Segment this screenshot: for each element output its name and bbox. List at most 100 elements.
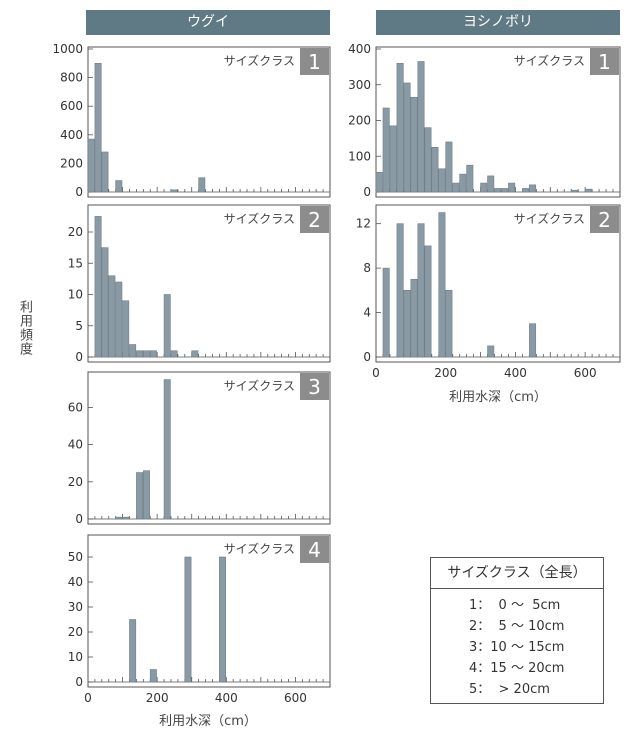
y-tick-label: 0 — [75, 185, 83, 199]
histogram-bar — [487, 175, 495, 193]
y-tick-label: 800 — [60, 71, 83, 85]
histogram-bar — [466, 164, 474, 193]
header-yoshinobori: ヨシノボリ — [376, 10, 620, 35]
size-class-label: サイズクラス — [514, 211, 585, 226]
histogram-bar — [438, 168, 446, 193]
histogram-bar — [122, 300, 130, 358]
panel-frame — [87, 534, 331, 688]
histogram-bar — [170, 189, 178, 193]
histogram-bar — [94, 216, 102, 358]
size-class-number: 3 — [308, 375, 321, 399]
size-class-badge — [300, 206, 329, 233]
histogram-bar — [122, 516, 130, 520]
y-tick-label: 10 — [68, 650, 83, 664]
y-tick-label: 200 — [348, 114, 371, 128]
size-class-label: サイズクラス — [224, 541, 295, 556]
legend-item: 5： > 20cm — [469, 682, 550, 697]
histogram-bar — [219, 556, 226, 683]
histogram-bar — [417, 61, 425, 193]
histogram-bar — [480, 182, 488, 193]
histogram-bar — [508, 182, 516, 193]
histogram-bar — [129, 619, 137, 683]
size-class-label: サイズクラス — [224, 378, 295, 393]
size-class-badge — [300, 48, 329, 75]
size-class-number: 2 — [308, 208, 321, 232]
y-tick-label: 8 — [363, 261, 371, 275]
histogram-bar — [382, 267, 390, 358]
header-ugui: ウグイ — [86, 10, 330, 35]
x-tick-label: 200 — [434, 366, 457, 380]
histogram-bar — [149, 669, 157, 683]
legend-item: 4：15 ～ 20cm — [469, 661, 565, 676]
y-tick-label: 20 — [68, 475, 83, 489]
histogram-bar — [101, 151, 109, 193]
y-tick-label: 4 — [363, 306, 371, 320]
y-tick-label: 0 — [75, 675, 83, 689]
histogram-bar — [136, 472, 144, 520]
y-tick-label: 0 — [363, 350, 371, 364]
histogram-bar — [445, 141, 453, 193]
y-tick-label: 200 — [60, 156, 83, 170]
histogram-bar — [115, 516, 123, 520]
histogram-bar — [438, 212, 446, 358]
histogram-bar — [529, 323, 537, 358]
histogram-bar — [431, 147, 439, 193]
histogram-bar — [389, 125, 397, 193]
histogram-bar — [424, 245, 432, 358]
y-tick-label: 15 — [68, 256, 83, 270]
histogram-bar — [101, 247, 109, 358]
y-tick-label: 0 — [75, 512, 83, 526]
histogram-bar — [487, 345, 495, 358]
y-tick-label: 10 — [68, 288, 83, 302]
y-tick-label: 40 — [68, 438, 83, 452]
size-class-label: サイズクラス — [224, 211, 295, 226]
legend-item: 3：10 ～ 15cm — [469, 640, 565, 655]
histogram-bar — [501, 188, 509, 193]
histogram-bar — [584, 188, 592, 193]
histogram-bar — [529, 184, 537, 193]
size-class-number: 1 — [598, 50, 611, 74]
x-tick-label: 0 — [372, 366, 380, 380]
histogram-bar — [108, 275, 116, 358]
x-tick-label: 400 — [504, 366, 527, 380]
histogram-bar — [570, 189, 578, 193]
y-tick-label: 30 — [68, 600, 83, 614]
histogram-bar — [410, 96, 418, 193]
y-tick-label: 20 — [68, 625, 83, 639]
x-tick-label: 0 — [84, 691, 92, 705]
histogram-bar — [424, 127, 432, 193]
size-class-number: 1 — [308, 50, 321, 74]
histogram-bar — [191, 350, 199, 358]
histogram-bar — [184, 556, 192, 683]
histogram-bar — [163, 379, 171, 520]
size-class-number: 2 — [598, 208, 611, 232]
y-tick-label: 50 — [68, 550, 83, 564]
size-class-number: 4 — [308, 538, 321, 562]
histogram-bar — [94, 62, 102, 193]
y-axis-label: 利用頻度 — [17, 300, 32, 356]
histogram-bar — [198, 177, 206, 193]
histogram-bar — [452, 182, 460, 193]
histogram-bar — [375, 172, 383, 193]
size-class-badge — [300, 373, 329, 400]
histogram-bar — [494, 188, 502, 193]
legend-item: 2： 5 ～ 10cm — [469, 619, 565, 634]
y-tick-label: 40 — [68, 575, 83, 589]
histogram-bar — [417, 223, 425, 358]
y-tick-label: 0 — [75, 350, 83, 364]
histogram-bar — [396, 223, 404, 358]
x-axis-label-right: 利用水深（cm） — [449, 390, 547, 405]
histogram-bar — [403, 82, 411, 193]
histogram-bar — [115, 180, 123, 193]
y-tick-label: 12 — [356, 217, 371, 231]
size-class-label: サイズクラス — [224, 53, 295, 68]
legend-item: 1： 0 ～ 5cm — [469, 598, 561, 613]
y-tick-label: 600 — [60, 99, 83, 113]
histogram-bar — [410, 278, 418, 358]
histogram-bar — [459, 173, 467, 193]
histogram-bar — [163, 294, 171, 358]
x-tick-label: 600 — [574, 366, 597, 380]
histogram-bar — [396, 62, 404, 193]
y-tick-label: 5 — [75, 319, 83, 333]
